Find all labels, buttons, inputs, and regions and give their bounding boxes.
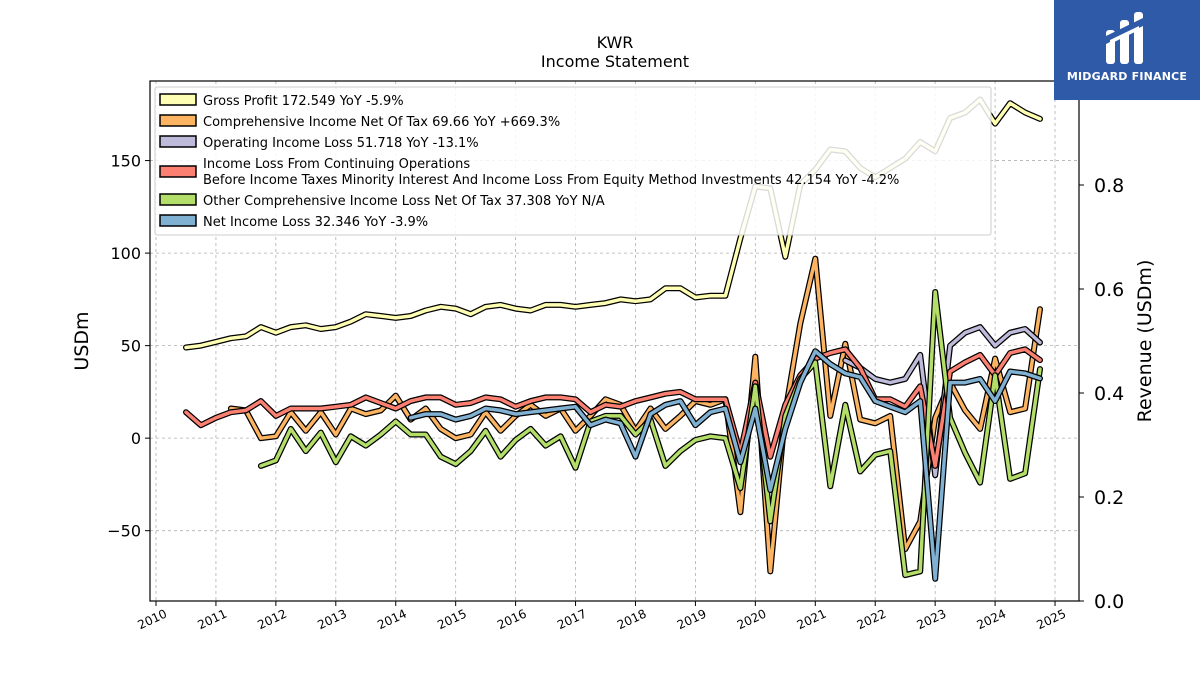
series-4	[183, 346, 1043, 469]
legend-label: Gross Profit 172.549 YoY -5.9%	[203, 94, 404, 109]
y-right-tick-label: 0.8	[1094, 175, 1124, 197]
legend-item: Operating Income Loss 51.718 YoY -13.1%	[159, 135, 479, 151]
plot-frame	[149, 80, 1080, 602]
legend-label: Comprehensive Income Net Of Tax 69.66 Yo…	[203, 115, 560, 130]
chart-subtitle: Income Statement	[541, 52, 689, 71]
legend-swatch	[159, 214, 197, 227]
legend-item: Other Comprehensive Income Loss Net Of T…	[159, 193, 605, 209]
y-axis-left-label: USDm	[71, 311, 93, 370]
legend-label: Net Income Loss 32.346 YoY -3.9%	[203, 215, 428, 230]
right-axis: 0.0 0.2 0.4 0.6 0.8	[1079, 175, 1124, 613]
series-line	[408, 349, 1042, 581]
x-tick-label: 2020	[735, 607, 769, 633]
x-tick-label: 2010	[136, 607, 170, 633]
legend-swatch	[159, 165, 197, 178]
x-tick-label: 2021	[795, 607, 829, 633]
x-tick-label: 2017	[555, 607, 589, 633]
y-left-tick-label: 50	[121, 337, 141, 356]
legend-frame	[154, 86, 992, 236]
legend-swatch	[159, 193, 197, 206]
legend: Gross Profit 172.549 YoY -5.9% Comprehens…	[154, 86, 992, 236]
y-left-tick-label: −50	[107, 522, 141, 541]
legend-label-line2: Before Income Taxes Minority Interest An…	[203, 173, 899, 188]
legend-label: Income Loss From Continuing Operations	[203, 157, 470, 172]
chart-title: KWR	[597, 33, 634, 52]
legend-item: Gross Profit 172.549 YoY -5.9%	[159, 93, 404, 109]
x-tick-label: 2012	[255, 607, 289, 633]
y-left-tick-label: 0	[131, 429, 141, 448]
x-tick-label: 2019	[675, 607, 709, 633]
legend-item: Net Income Loss 32.346 YoY -3.9%	[159, 214, 428, 230]
x-tick-label: 2015	[435, 607, 469, 633]
legend-swatch	[159, 135, 197, 148]
legend-label: Other Comprehensive Income Loss Net Of T…	[203, 194, 605, 209]
series-line	[184, 347, 1042, 468]
x-tick-label: 2016	[495, 607, 529, 633]
x-tick-label: 2013	[315, 607, 349, 633]
legend-item: Income Loss From Continuing OperationsBe…	[159, 157, 899, 188]
y-right-tick-label: 0.0	[1094, 591, 1124, 613]
series-6	[407, 348, 1043, 582]
legend-swatch	[159, 114, 197, 127]
x-tick-label: 2011	[195, 607, 229, 633]
x-tick-label: 2024	[975, 607, 1009, 633]
brand-logo: MIDGARD FINANCE	[1054, 0, 1200, 100]
x-axis: 2010 2011 2012 2013 2014 2015 2016 2017 2018 2019…	[136, 601, 1069, 633]
midgard-logo-icon	[1106, 12, 1143, 64]
x-tick-label: 2014	[375, 607, 409, 633]
legend-label: Operating Income Loss 51.718 YoY -13.1%	[203, 136, 479, 151]
legend-item: Comprehensive Income Net Of Tax 69.66 Yo…	[159, 114, 560, 130]
left-axis: −50 0 50 100 150	[107, 152, 150, 541]
x-tick-label: 2022	[855, 607, 889, 633]
y-right-tick-label: 0.4	[1094, 383, 1124, 405]
y-left-tick-label: 150	[110, 152, 141, 171]
brand-name: MIDGARD FINANCE	[1066, 70, 1188, 83]
y-right-tick-label: 0.6	[1094, 279, 1124, 301]
y-right-tick-label: 0.2	[1094, 487, 1124, 509]
legend-swatch	[159, 93, 197, 106]
x-tick-label: 2025	[1035, 607, 1069, 633]
y-axis-right-label: Revenue (USDm)	[1134, 260, 1156, 423]
x-tick-label: 2023	[915, 607, 949, 633]
y-left-tick-label: 100	[110, 244, 141, 263]
x-tick-label: 2018	[615, 607, 649, 633]
